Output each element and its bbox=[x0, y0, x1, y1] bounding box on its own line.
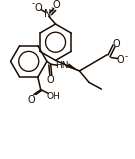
Text: HN: HN bbox=[55, 61, 69, 70]
Text: N: N bbox=[44, 10, 52, 19]
Text: O: O bbox=[35, 3, 42, 13]
Text: OH: OH bbox=[46, 92, 60, 101]
Polygon shape bbox=[67, 63, 79, 71]
Text: O: O bbox=[117, 55, 124, 65]
Text: +: + bbox=[48, 6, 55, 15]
Text: -: - bbox=[32, 0, 35, 8]
Text: O: O bbox=[113, 39, 121, 49]
Text: -: - bbox=[125, 52, 128, 61]
Text: O: O bbox=[53, 0, 60, 10]
Text: O: O bbox=[47, 75, 55, 85]
Text: O: O bbox=[27, 95, 35, 105]
